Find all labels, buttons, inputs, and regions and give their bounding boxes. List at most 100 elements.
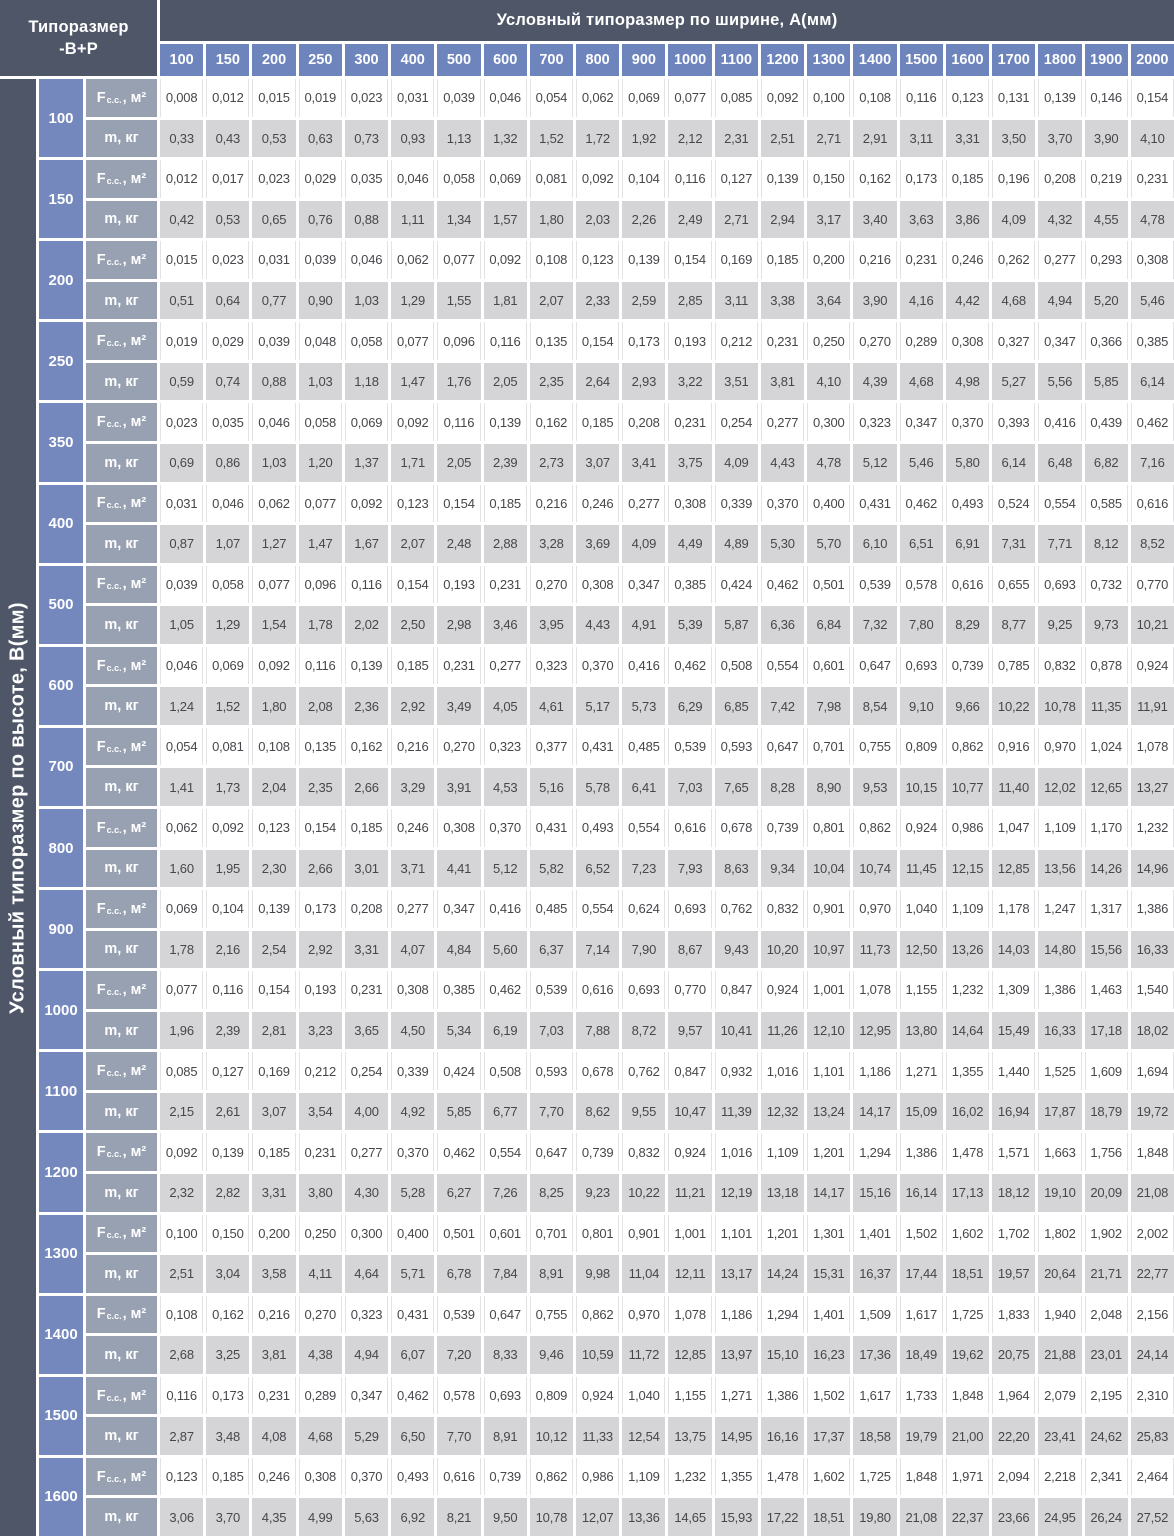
mass-value: 9,23	[576, 1174, 620, 1212]
area-value: 0,185	[760, 241, 805, 279]
area-value: 0,277	[483, 646, 527, 685]
area-value: 0,585	[1084, 484, 1128, 523]
area-value: 1,078	[853, 971, 897, 1009]
mass-value: 4,89	[714, 525, 758, 563]
area-value: 0,019	[160, 322, 204, 360]
mass-value: 5,12	[483, 849, 527, 888]
mass-value: 1,73	[206, 768, 250, 806]
left-axis-title-text: Условный типоразмер по высоте, В(мм)	[6, 601, 29, 1014]
area-value: 0,212	[298, 1052, 342, 1090]
area-value: 0,015	[252, 79, 296, 117]
mass-value: 2,71	[714, 200, 758, 239]
mass-value: 12,54	[622, 1417, 666, 1455]
area-value: 0,023	[344, 79, 389, 117]
mass-value: 5,17	[576, 687, 620, 725]
mass-value: 6,07	[391, 1336, 435, 1374]
mass-value: 3,81	[252, 1336, 296, 1374]
mass-value: 0,73	[344, 119, 389, 158]
area-value: 0,062	[252, 484, 296, 523]
area-value: 1,694	[1130, 1052, 1174, 1090]
mass-value: 0,88	[252, 362, 296, 401]
area-value: 1,609	[1084, 1052, 1128, 1090]
mass-value: 1,13	[437, 119, 481, 158]
mass-value: 18,49	[899, 1336, 943, 1374]
area-value: 0,185	[252, 1133, 296, 1171]
mass-value: 11,21	[668, 1174, 712, 1212]
area-value: 0,116	[483, 322, 527, 360]
area-value: 0,139	[206, 1133, 250, 1171]
area-value: 0,624	[622, 890, 666, 928]
area-value: 0,393	[992, 403, 1036, 441]
mass-value: 8,67	[668, 930, 712, 969]
mass-value: 7,70	[437, 1417, 481, 1455]
col-header-600: 600	[483, 44, 527, 76]
mass-value: 9,34	[760, 849, 805, 888]
area-value: 1,247	[1038, 890, 1082, 928]
mass-value: 1,18	[344, 362, 389, 401]
area-value: 0,339	[391, 1052, 435, 1090]
area-value: 0,755	[853, 727, 897, 766]
mass-value: 5,63	[344, 1498, 389, 1536]
area-value: 0,539	[529, 971, 574, 1009]
area-value: 1,109	[622, 1457, 666, 1496]
area-value: 0,493	[945, 484, 990, 523]
mass-value: 3,23	[298, 1011, 342, 1050]
area-value: 1,463	[1084, 971, 1128, 1009]
mass-value: 6,14	[992, 444, 1036, 482]
mass-value: 8,91	[483, 1417, 527, 1455]
area-value: 0,578	[899, 565, 943, 604]
area-value: 0,347	[1038, 322, 1082, 360]
mass-value: 2,85	[668, 281, 712, 320]
area-value: 0,916	[992, 727, 1036, 766]
mass-value: 2,15	[160, 1092, 204, 1131]
area-value: 0,493	[576, 809, 620, 847]
mass-value: 1,37	[344, 444, 389, 482]
mass-value: 8,90	[807, 768, 851, 806]
area-value: 0,116	[668, 160, 712, 198]
mass-value: 2,49	[668, 200, 712, 239]
mass-value: 0,53	[252, 119, 296, 158]
mass-value: 4,09	[992, 200, 1036, 239]
area-value: 0,069	[160, 890, 204, 928]
area-value: 0,508	[483, 1052, 527, 1090]
area-value: 0,231	[483, 565, 527, 604]
mass-value: 8,52	[1130, 525, 1174, 563]
col-header-900: 900	[622, 44, 666, 76]
col-header-2000: 2000	[1130, 44, 1174, 76]
area-value: 0,173	[298, 890, 342, 928]
area-value: 0,308	[668, 484, 712, 523]
mass-value: 13,36	[622, 1498, 666, 1536]
mass-value: 16,33	[1038, 1011, 1082, 1050]
mass-value: 2,66	[298, 849, 342, 888]
mass-value: 14,96	[1130, 849, 1174, 888]
mass-value: 4,94	[344, 1336, 389, 1374]
mass-value: 5,16	[529, 768, 574, 806]
area-value: 0,246	[576, 484, 620, 523]
mass-value: 3,25	[206, 1336, 250, 1374]
row-header-600: 600	[39, 646, 83, 725]
row-header-500: 500	[39, 565, 83, 644]
row-header-1000: 1000	[39, 971, 83, 1050]
col-header-1800: 1800	[1038, 44, 1082, 76]
mass-value: 18,58	[853, 1417, 897, 1455]
mass-value: 13,26	[945, 930, 990, 969]
area-value: 0,039	[252, 322, 296, 360]
mass-value: 13,75	[668, 1417, 712, 1455]
area-value: 0,092	[760, 79, 805, 117]
mass-value: 7,31	[992, 525, 1036, 563]
mass-value: 7,80	[899, 606, 943, 644]
area-value: 1,232	[1130, 809, 1174, 847]
area-value: 0,277	[760, 403, 805, 441]
mass-value: 1,07	[206, 525, 250, 563]
mass-label: m, кг	[86, 1174, 157, 1212]
area-value: 0,116	[160, 1376, 204, 1415]
area-value: 0,400	[807, 484, 851, 523]
area-value: 0,135	[298, 727, 342, 766]
mass-value: 4,41	[437, 849, 481, 888]
area-value: 0,231	[252, 1376, 296, 1415]
mass-label: m, кг	[86, 1092, 157, 1131]
area-value: 0,862	[529, 1457, 574, 1496]
